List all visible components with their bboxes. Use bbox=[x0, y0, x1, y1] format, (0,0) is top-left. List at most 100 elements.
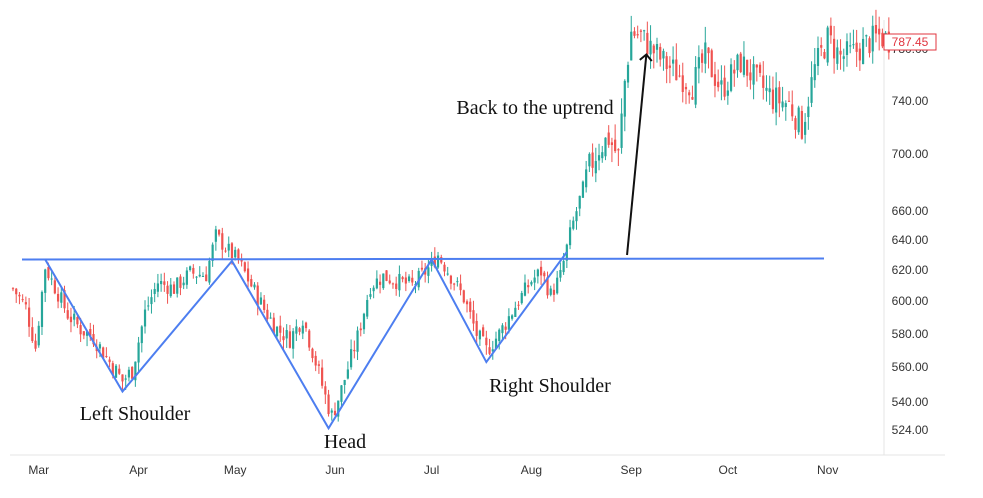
candle-body bbox=[469, 301, 472, 312]
candle-body bbox=[678, 75, 681, 77]
candle-body bbox=[327, 394, 330, 415]
annotation-label: Left Shoulder bbox=[80, 403, 191, 425]
candle-body bbox=[285, 330, 288, 339]
candle-body bbox=[150, 297, 153, 305]
candle-body bbox=[269, 317, 272, 319]
candle-body bbox=[433, 256, 436, 268]
candle-body bbox=[536, 269, 539, 277]
candle-body bbox=[301, 325, 304, 334]
candle-body bbox=[131, 366, 134, 379]
candle-body bbox=[192, 267, 195, 274]
annotation-label: Right Shoulder bbox=[489, 375, 611, 397]
candle-body bbox=[617, 149, 620, 151]
candle-body bbox=[105, 355, 108, 357]
candle-body bbox=[298, 328, 301, 332]
candle-body bbox=[436, 255, 440, 268]
y-tick-label: 560.00 bbox=[892, 360, 929, 374]
candle-body bbox=[420, 267, 424, 270]
annotation-label: Head bbox=[324, 431, 366, 453]
candle-body bbox=[63, 290, 66, 309]
candle-body bbox=[559, 270, 562, 278]
candle-body bbox=[865, 35, 868, 37]
candle-body bbox=[826, 27, 829, 63]
candle-body bbox=[44, 269, 47, 293]
candle-body bbox=[607, 132, 610, 145]
candle-body bbox=[356, 330, 359, 352]
candle-body bbox=[195, 276, 198, 278]
candle-body bbox=[568, 227, 572, 246]
candle-body bbox=[852, 44, 855, 46]
candle-body bbox=[388, 280, 391, 284]
candle-body bbox=[491, 349, 494, 352]
candle-body bbox=[881, 32, 884, 47]
candle-body bbox=[829, 25, 832, 36]
x-tick-label: May bbox=[224, 463, 247, 477]
candle-body bbox=[482, 327, 485, 337]
candle-body bbox=[823, 52, 826, 59]
candle-body bbox=[147, 305, 150, 307]
candle-body bbox=[337, 400, 340, 417]
candle-body bbox=[31, 327, 34, 342]
time-axis: Mar Apr May Jun Jul Aug Sep Oct Nov bbox=[28, 463, 838, 477]
candle-body bbox=[279, 325, 282, 333]
candle-body bbox=[694, 67, 697, 105]
candle-body bbox=[82, 331, 85, 336]
candle-body bbox=[494, 338, 498, 350]
candle-body bbox=[343, 380, 346, 385]
candle-body bbox=[601, 152, 604, 159]
pattern-overlay bbox=[21, 53, 825, 431]
candle-body bbox=[498, 329, 501, 342]
candle-body bbox=[816, 47, 820, 66]
candlestick-series bbox=[11, 9, 890, 422]
candle-body bbox=[659, 46, 662, 60]
candle-body bbox=[633, 31, 636, 36]
candle-body bbox=[372, 287, 375, 292]
candle-body bbox=[66, 310, 69, 319]
candle-body bbox=[250, 279, 253, 287]
candle-body bbox=[282, 336, 285, 341]
candle-body bbox=[514, 307, 517, 317]
candle-body bbox=[272, 317, 275, 334]
candle-body bbox=[201, 275, 205, 277]
candle-body bbox=[340, 385, 343, 402]
candle-body bbox=[40, 291, 44, 327]
candle-body bbox=[385, 270, 388, 281]
candle-body bbox=[755, 64, 758, 68]
candle-body bbox=[295, 326, 298, 334]
candle-body bbox=[266, 309, 269, 319]
candle-body bbox=[578, 195, 581, 209]
candle-body bbox=[672, 59, 675, 64]
x-tick-label: Jun bbox=[325, 463, 344, 477]
candle-body bbox=[324, 386, 327, 395]
x-tick-label: Apr bbox=[129, 463, 148, 477]
candle-body bbox=[453, 283, 456, 285]
candle-body bbox=[427, 267, 430, 276]
candle-body bbox=[446, 273, 449, 275]
candle-body bbox=[176, 277, 179, 294]
candle-body bbox=[21, 299, 24, 301]
candle-body bbox=[28, 307, 31, 327]
candle-body bbox=[185, 270, 188, 285]
candle-body bbox=[224, 250, 227, 252]
candle-body bbox=[60, 292, 63, 303]
candle-body bbox=[256, 285, 259, 306]
y-tick-label: 660.00 bbox=[892, 204, 929, 218]
candle-body bbox=[217, 229, 221, 235]
candle-body bbox=[562, 260, 565, 273]
y-tick-label: 524.00 bbox=[892, 423, 929, 437]
candle-body bbox=[594, 161, 597, 174]
candle-body bbox=[713, 74, 717, 86]
candle-body bbox=[404, 277, 407, 284]
candle-body bbox=[752, 64, 755, 85]
candle-body bbox=[137, 342, 140, 363]
candle-body bbox=[179, 276, 182, 288]
candle-body bbox=[868, 38, 871, 54]
candle-body bbox=[527, 285, 530, 288]
candle-body bbox=[807, 106, 810, 118]
candle-body bbox=[369, 294, 372, 297]
candle-body bbox=[234, 249, 237, 258]
candle-body bbox=[263, 299, 266, 310]
candle-body bbox=[665, 56, 668, 70]
candle-body bbox=[321, 367, 324, 386]
candle-body bbox=[723, 77, 726, 97]
